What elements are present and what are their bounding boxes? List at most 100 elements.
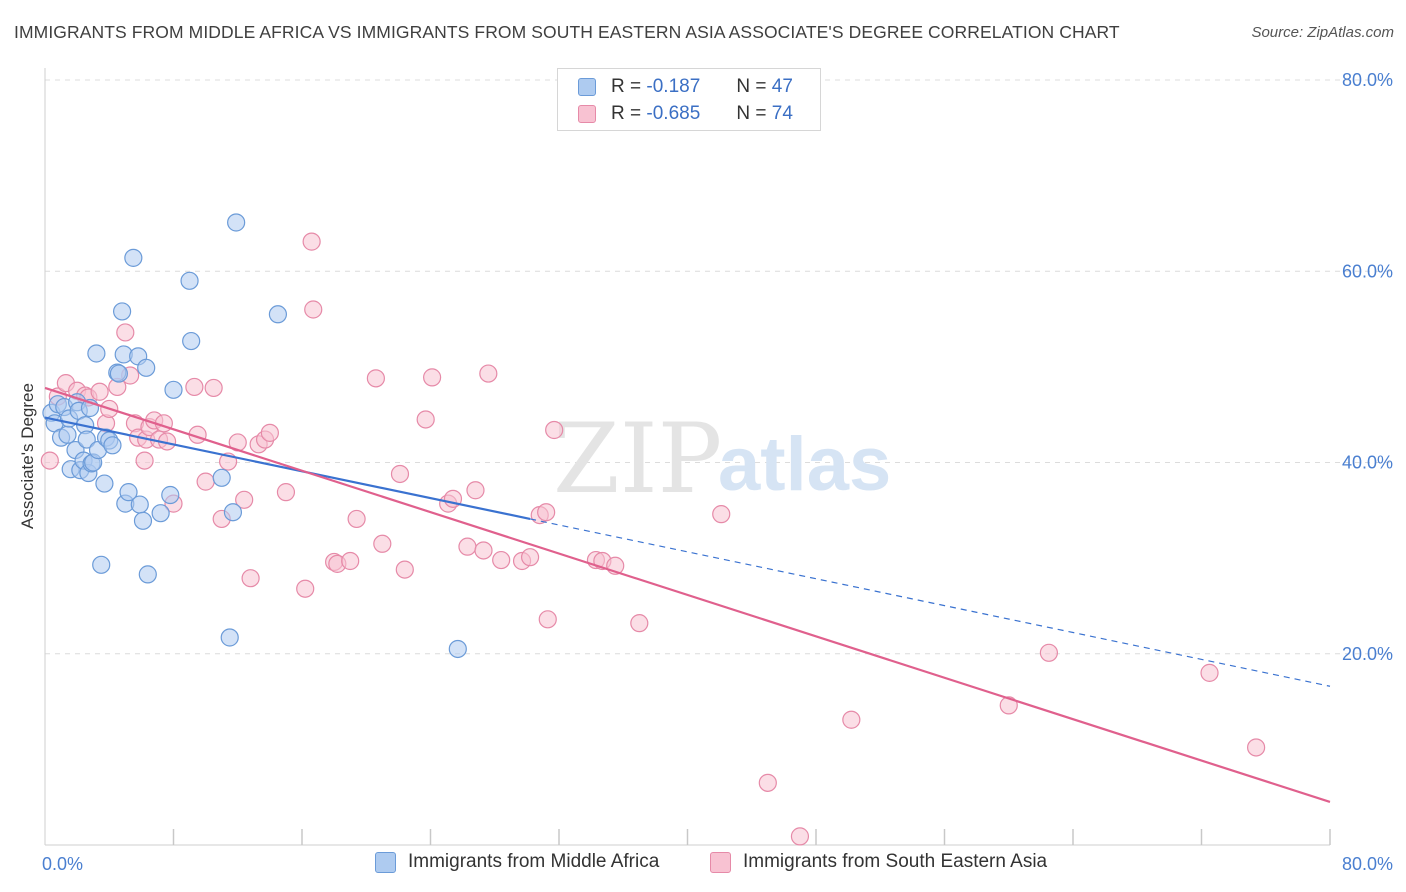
pink-data-point [1039, 643, 1059, 662]
blue-data-point [92, 555, 111, 574]
blue-data-point [87, 344, 106, 363]
pink-data-point [395, 560, 414, 579]
y-tick-label: 20.0% [1342, 644, 1393, 664]
x-tick-label: 80.0% [1342, 854, 1393, 874]
pink-data-point [479, 364, 498, 383]
chart-source: Source: ZipAtlas.com [1251, 24, 1394, 41]
bottom-legend-swatch-blue [375, 851, 396, 873]
pink-data-point [999, 696, 1018, 715]
watermark: ZIP atlas [553, 403, 891, 515]
pink-data-point [466, 481, 485, 500]
bottom-legend-pink: Immigrants from South Eastern Asia [710, 851, 1047, 873]
pink-data-point [545, 420, 564, 440]
legend-r-label: R = [611, 103, 642, 124]
blue-data-point [161, 485, 180, 505]
legend-row-pink: R = -0.685 N = 74 [578, 100, 793, 128]
bottom-legend-label-blue: Immigrants from Middle Africa [408, 851, 660, 872]
blue-data-point [103, 436, 122, 455]
correlation-legend: R = -0.187 N = 47 R = -0.685 N = 74 [557, 68, 821, 131]
watermark-zip: ZIP [553, 403, 722, 515]
pink-data-point [842, 710, 861, 729]
pink-data-point [790, 827, 810, 846]
chart-title: IMMIGRANTS FROM MIDDLE AFRICA VS IMMIGRA… [14, 22, 1120, 42]
pink-data-point [366, 369, 385, 388]
y-tick-label: 80.0% [1342, 70, 1393, 90]
watermark-atlas: atlas [718, 422, 891, 507]
pink-trend-line [44, 386, 1331, 804]
pink-data-point [204, 378, 223, 398]
grid-lines [45, 79, 1393, 655]
pink-data-point [458, 537, 477, 556]
blue-data-point [138, 565, 157, 584]
blue-data-point [223, 503, 243, 522]
legend-swatch-blue [578, 78, 596, 96]
blue-data-point [109, 364, 128, 383]
series-middle-africa-points [42, 213, 467, 659]
pink-data-point [40, 451, 59, 470]
pink-data-point [135, 451, 154, 470]
legend-swatch-pink [578, 105, 596, 123]
blue-data-point [58, 425, 77, 444]
pink-data-point [712, 505, 731, 524]
series-south-eastern-asia-points [40, 232, 1266, 846]
legend-n-label: N = [736, 76, 767, 97]
legend-r-label: R = [611, 76, 642, 97]
legend-n-value-pink: 74 [771, 103, 793, 124]
y-axis-label: Associate's Degree [18, 383, 37, 529]
pink-data-point [260, 423, 279, 442]
legend-row-blue: R = -0.187 N = 47 [578, 73, 793, 101]
pink-data-point [423, 368, 442, 387]
y-tick-label: 60.0% [1342, 261, 1393, 281]
pink-data-point [185, 377, 204, 397]
pink-data-point [116, 323, 135, 342]
pink-data-point [304, 300, 323, 319]
blue-data-point [220, 628, 239, 647]
pink-data-point [1247, 738, 1266, 757]
legend-r-value-blue: -0.187 [646, 76, 701, 97]
blue-data-point [182, 331, 201, 351]
blue-data-point [112, 302, 132, 321]
blue-data-point [164, 380, 183, 399]
blue-data-point [130, 495, 149, 514]
blue-data-point [133, 511, 153, 530]
blue-data-point [124, 248, 143, 267]
x-tick-label: 0.0% [42, 854, 83, 874]
pink-data-point [390, 464, 410, 484]
legend-r-value-pink: -0.685 [646, 103, 701, 124]
blue-trend-line [44, 416, 531, 520]
pink-data-point [758, 773, 777, 792]
pink-data-point [296, 579, 315, 598]
pink-data-point [492, 550, 511, 570]
pink-data-point [90, 382, 109, 401]
pink-data-point [302, 232, 321, 251]
bottom-legend-blue: Immigrants from Middle Africa [375, 851, 659, 873]
blue-data-point [227, 213, 246, 232]
blue-trend-extension [529, 518, 1331, 687]
blue-data-point [137, 358, 156, 377]
bottom-legend-swatch-pink [710, 851, 731, 873]
blue-data-point [95, 474, 114, 493]
blue-data-point [448, 639, 467, 659]
pink-data-point [347, 509, 366, 529]
y-tick-label: 40.0% [1342, 453, 1393, 473]
pink-data-point [416, 410, 435, 429]
pink-data-point [241, 569, 260, 588]
pink-data-point [276, 483, 296, 502]
pink-data-point [474, 541, 493, 560]
pink-data-point [235, 490, 254, 509]
bottom-legend-label-pink: Immigrants from South Eastern Asia [743, 851, 1048, 872]
pink-data-point [1200, 663, 1219, 682]
pink-data-point [373, 534, 392, 553]
blue-data-point [268, 305, 288, 324]
tick-labels: 20.0% 40.0% 60.0% 80.0% 0.0% 80.0% [42, 70, 1393, 874]
pink-data-point [520, 548, 540, 567]
pink-data-point [341, 551, 360, 571]
legend-n-label: N = [736, 103, 767, 124]
blue-data-point [77, 430, 96, 449]
pink-data-point [538, 610, 557, 629]
blue-data-point [180, 271, 199, 290]
pink-data-point [537, 503, 556, 522]
blue-data-point [151, 504, 170, 523]
blue-data-point [119, 483, 138, 502]
